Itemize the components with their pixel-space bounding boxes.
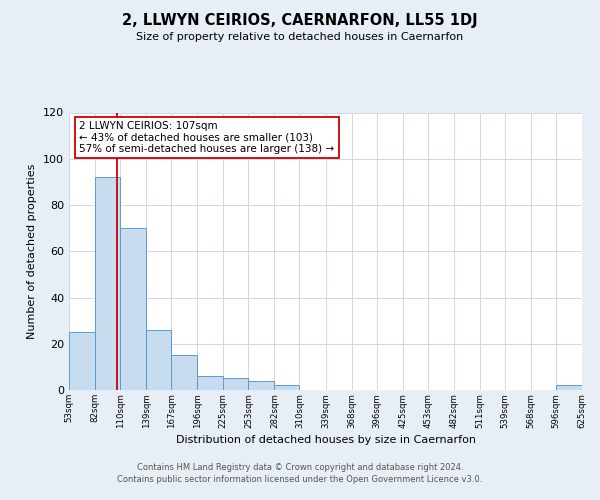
Bar xyxy=(171,356,197,390)
Bar xyxy=(248,381,274,390)
Bar xyxy=(197,376,223,390)
Bar xyxy=(69,332,95,390)
Text: Size of property relative to detached houses in Caernarfon: Size of property relative to detached ho… xyxy=(136,32,464,42)
Bar xyxy=(556,386,582,390)
Bar xyxy=(120,228,146,390)
Text: Contains HM Land Registry data © Crown copyright and database right 2024.: Contains HM Land Registry data © Crown c… xyxy=(137,462,463,471)
Text: Contains public sector information licensed under the Open Government Licence v3: Contains public sector information licen… xyxy=(118,475,482,484)
Bar xyxy=(146,330,171,390)
Y-axis label: Number of detached properties: Number of detached properties xyxy=(28,164,37,339)
Bar xyxy=(274,386,299,390)
Text: 2, LLWYN CEIRIOS, CAERNARFON, LL55 1DJ: 2, LLWYN CEIRIOS, CAERNARFON, LL55 1DJ xyxy=(122,12,478,28)
Bar xyxy=(223,378,248,390)
X-axis label: Distribution of detached houses by size in Caernarfon: Distribution of detached houses by size … xyxy=(176,434,476,444)
Text: 2 LLWYN CEIRIOS: 107sqm
← 43% of detached houses are smaller (103)
57% of semi-d: 2 LLWYN CEIRIOS: 107sqm ← 43% of detache… xyxy=(79,121,334,154)
Bar xyxy=(95,178,120,390)
